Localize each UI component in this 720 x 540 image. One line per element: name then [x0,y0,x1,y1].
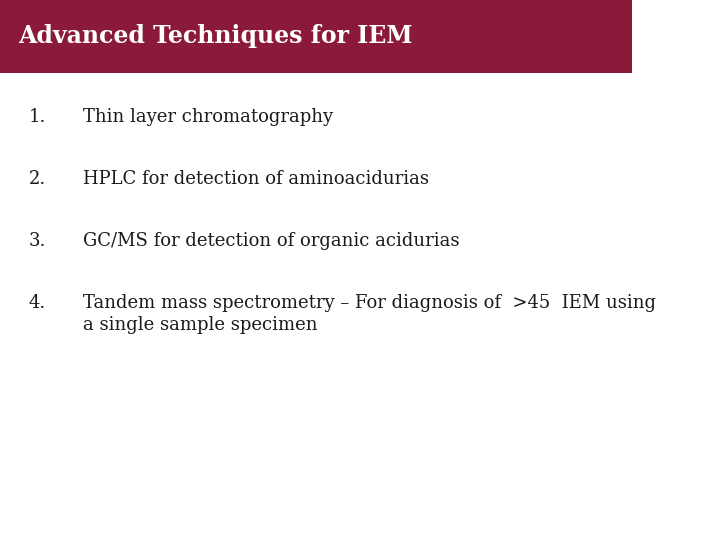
Text: GC/MS for detection of organic acidurias: GC/MS for detection of organic acidurias [83,232,459,250]
Text: HPLC for detection of aminoacidurias: HPLC for detection of aminoacidurias [83,170,429,188]
Text: 2.: 2. [29,170,46,188]
Text: Thin layer chromatography: Thin layer chromatography [83,108,333,126]
Text: Advanced Techniques for IEM: Advanced Techniques for IEM [18,24,413,49]
Text: 3.: 3. [29,232,46,250]
Text: 1.: 1. [29,108,46,126]
Text: 4.: 4. [29,294,46,312]
Text: Tandem mass spectrometry – For diagnosis of  >45  IEM using
a single sample spec: Tandem mass spectrometry – For diagnosis… [83,294,656,334]
FancyBboxPatch shape [0,0,632,73]
